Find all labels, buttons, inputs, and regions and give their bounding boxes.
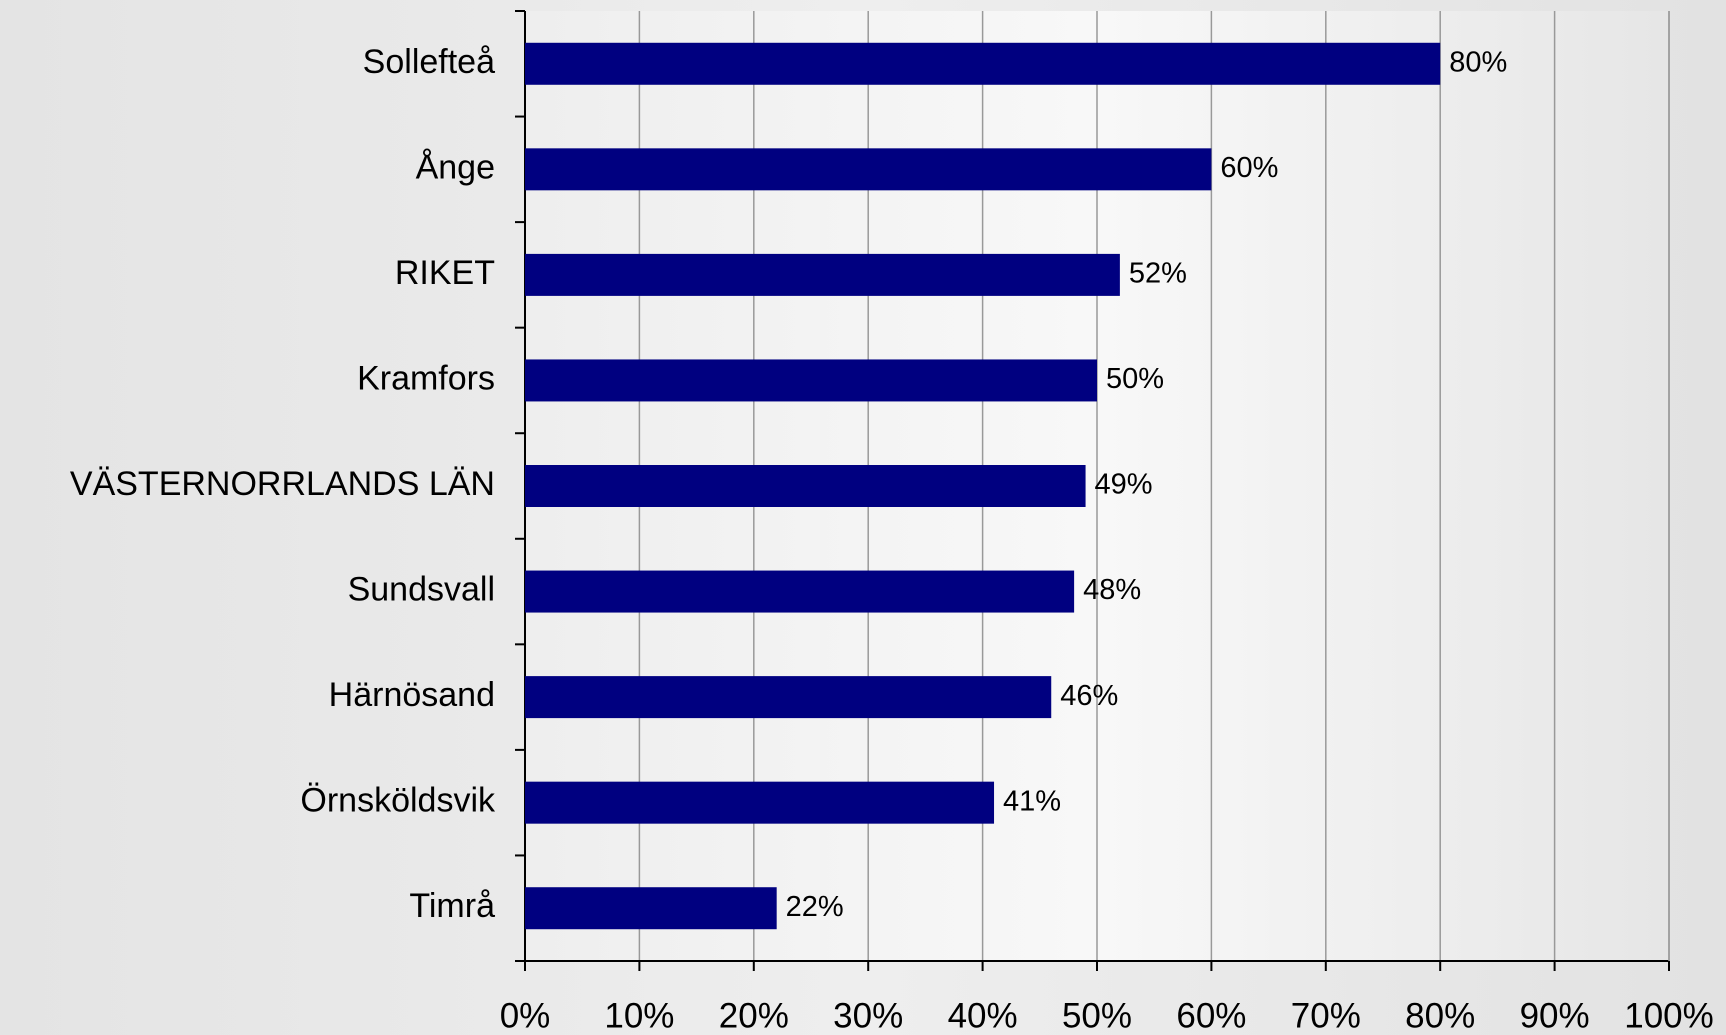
y-tick-label: Sollefteå: [363, 43, 495, 81]
x-tick-label: 90%: [1520, 996, 1590, 1035]
x-tick-label: 100%: [1624, 996, 1714, 1035]
data-label: 46%: [1060, 680, 1118, 712]
x-tick-label: 10%: [604, 996, 674, 1035]
x-tick-label: 30%: [833, 996, 903, 1035]
bar: [525, 887, 777, 930]
x-tick-label: 40%: [948, 996, 1018, 1035]
data-label: 41%: [1003, 785, 1061, 817]
x-tick-label: 60%: [1176, 996, 1246, 1035]
bar: [525, 465, 1086, 507]
x-tick-label: 80%: [1405, 996, 1475, 1035]
y-tick-label: Härnösand: [329, 676, 495, 714]
data-label: 52%: [1129, 258, 1187, 290]
bar: [525, 359, 1097, 402]
y-tick-label: VÄSTERNORRLANDS LÄN: [70, 465, 495, 503]
data-label: 80%: [1449, 46, 1507, 78]
y-tick-label: Kramfors: [357, 359, 495, 397]
bar: [525, 676, 1052, 719]
x-tick-label: 50%: [1062, 996, 1132, 1035]
y-tick-label: Timrå: [409, 887, 495, 925]
y-tick-label: Sundsvall: [348, 571, 495, 609]
data-label: 22%: [786, 891, 844, 923]
data-label: 48%: [1083, 574, 1141, 606]
bar: [525, 148, 1212, 191]
x-tick-label: 20%: [719, 996, 789, 1035]
data-label: 50%: [1106, 363, 1164, 395]
x-tick-label: 70%: [1291, 996, 1361, 1035]
x-tick-label: 0%: [500, 996, 551, 1035]
y-tick-label: Ånge: [416, 148, 495, 186]
data-label: 60%: [1220, 152, 1278, 184]
y-tick-label: RIKET: [395, 254, 495, 292]
y-tick-label: Örnsköldsvik: [300, 782, 496, 820]
bar: [525, 42, 1441, 85]
bar: [525, 781, 995, 824]
bar: [525, 570, 1075, 613]
data-label: 49%: [1095, 469, 1153, 501]
bar: [525, 253, 1120, 296]
